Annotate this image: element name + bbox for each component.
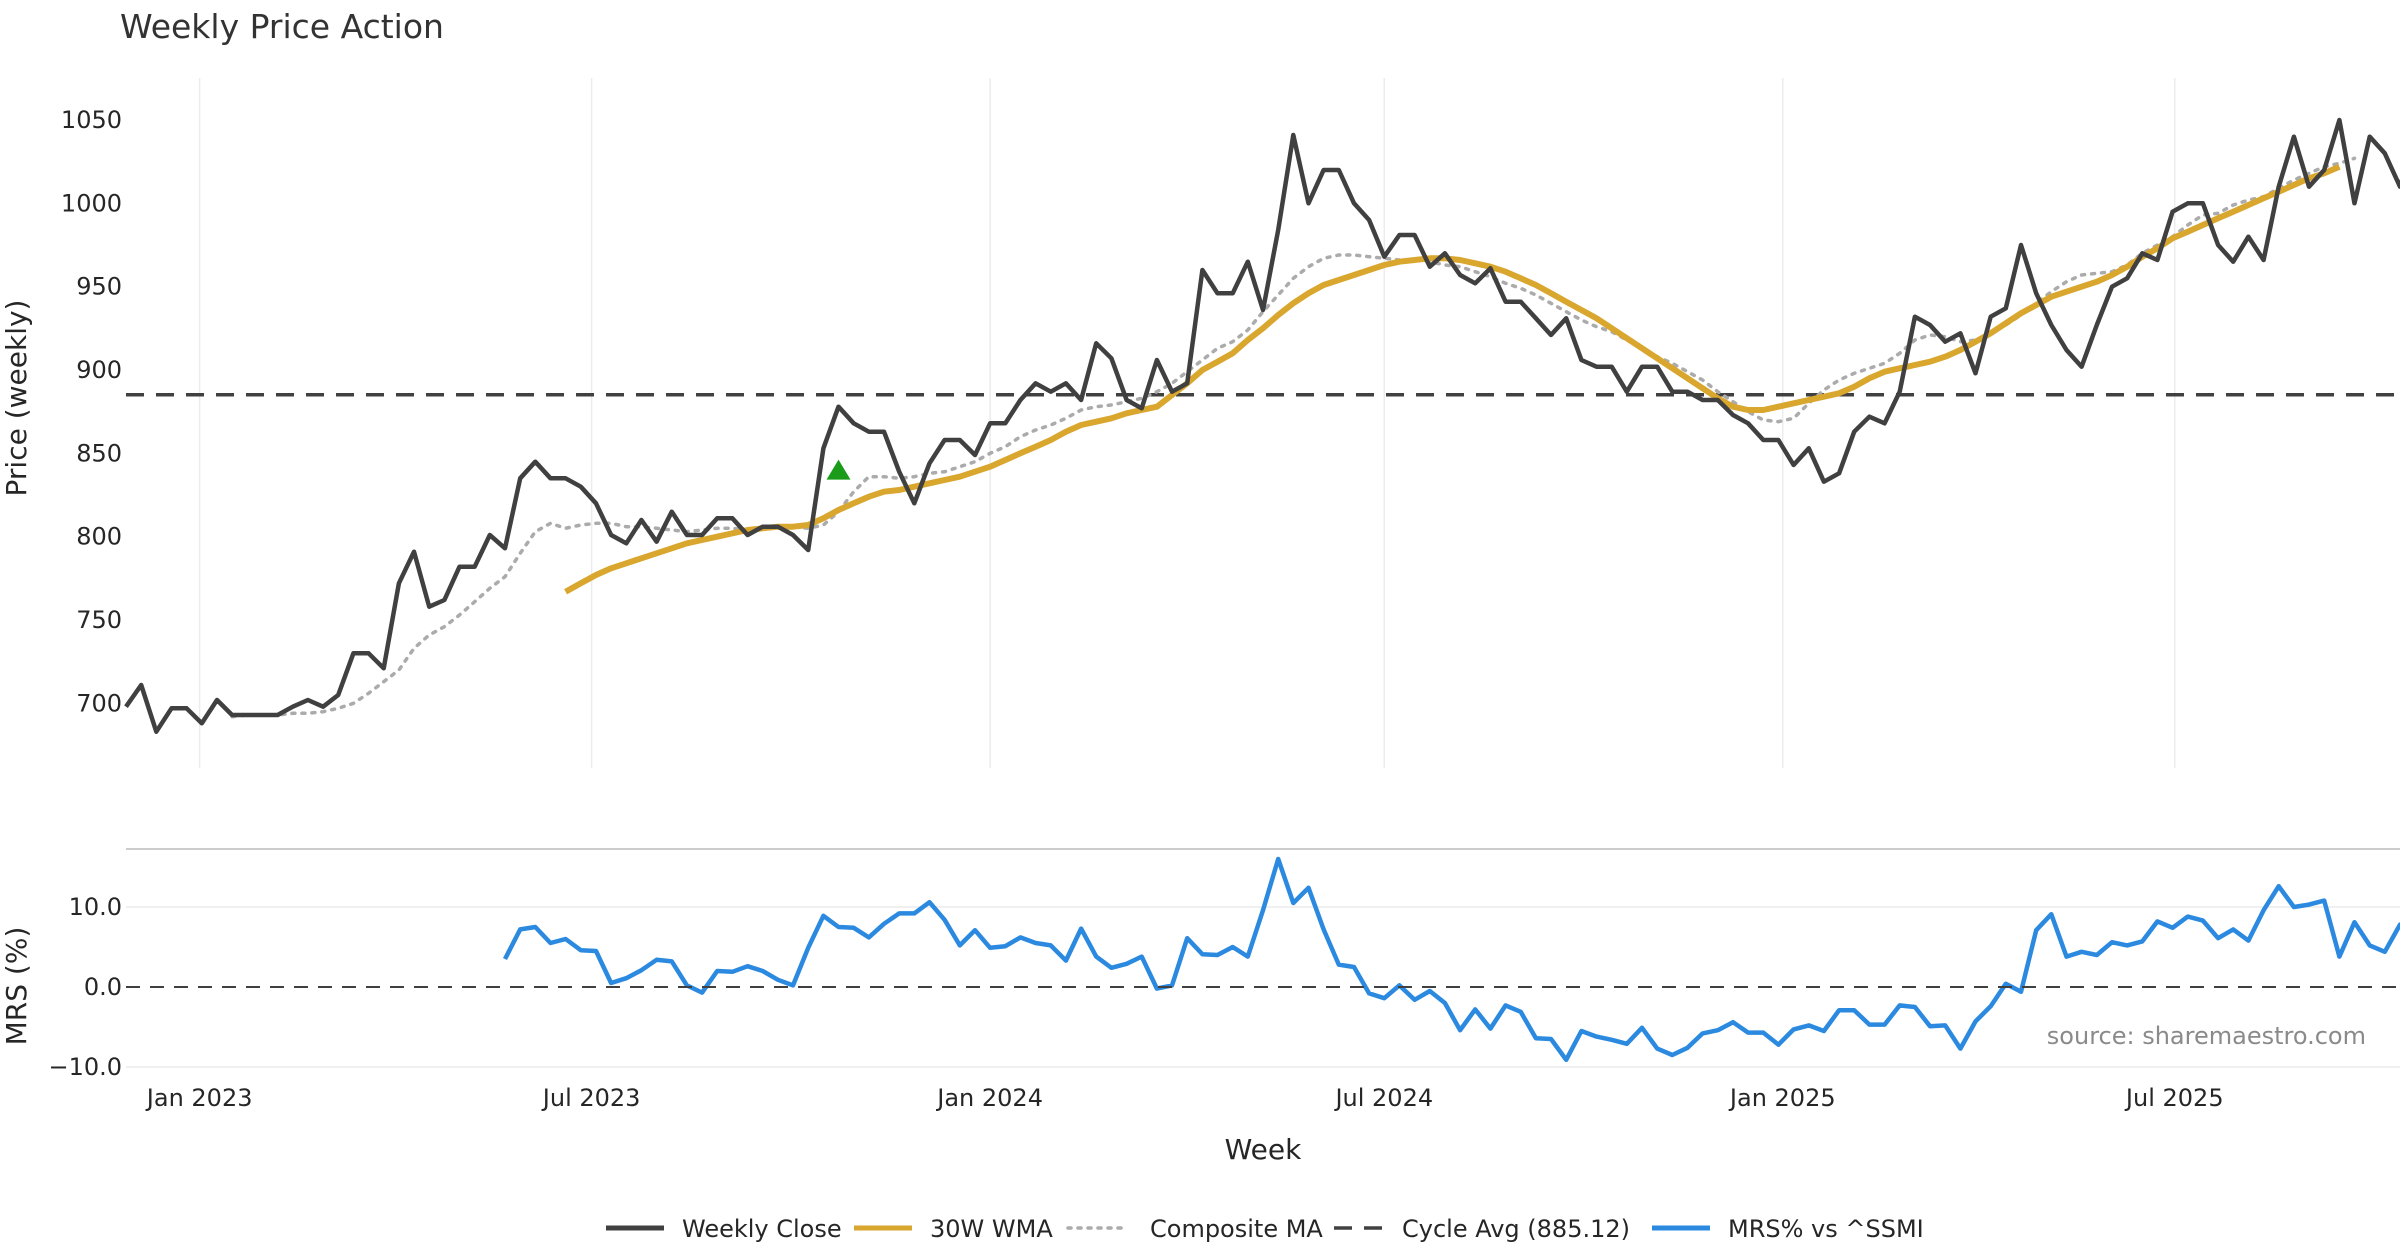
x-tick-label: Jan 2024 <box>935 1084 1043 1112</box>
mrs-panel: −10.0 0.0 10.0 Jan 2023 Jul 2023 Jan 2024 Jul… <box>48 856 2400 1112</box>
mrs-y-tick-label: 0.0 <box>84 973 122 1001</box>
price-y-tick-label: 750 <box>76 606 122 634</box>
price-y-axis-label: Price (weekly) <box>0 300 33 497</box>
x-tick-label: Jan 2023 <box>145 1084 253 1112</box>
x-tick-label: Jul 2023 <box>541 1084 641 1112</box>
price-y-tick-label: 800 <box>76 523 122 551</box>
chart-title: Weekly Price Action <box>120 7 444 46</box>
legend-mrs: MRS% vs ^SSMI <box>1652 1215 1924 1243</box>
x-tick-label: Jul 2024 <box>1333 1084 1433 1112</box>
source-annotation: source: sharemaestro.com <box>2047 1022 2366 1050</box>
price-y-tick-label: 950 <box>76 273 122 301</box>
x-tick-label: Jul 2025 <box>2124 1084 2224 1112</box>
legend-label: 30W WMA <box>930 1215 1053 1243</box>
composite-ma-line <box>230 156 2357 719</box>
signal-marker-triangle <box>826 459 851 480</box>
chart-legend: Weekly Close 30W WMA Composite MA Cycle Avg… <box>606 1215 1924 1243</box>
legend-label: Composite MA <box>1150 1215 1323 1243</box>
weekly-close-line <box>124 117 2400 734</box>
price-y-tick-label: 1050 <box>61 106 122 134</box>
legend-label: MRS% vs ^SSMI <box>1728 1215 1924 1243</box>
wma-30w-line <box>564 163 2341 595</box>
price-y-ticks: 700 750 800 850 900 950 1000 1050 <box>61 106 122 717</box>
legend-label: Weekly Close <box>682 1215 842 1243</box>
price-y-tick-label: 1000 <box>61 189 122 217</box>
mrs-y-axis-label: MRS (%) <box>0 927 33 1046</box>
legend-30w-wma: 30W WMA <box>854 1215 1053 1243</box>
price-y-tick-label: 850 <box>76 439 122 467</box>
price-panel: 700 750 800 850 900 950 1000 1050 <box>61 78 2400 768</box>
mrs-line <box>502 856 2400 1063</box>
price-series <box>124 117 2400 734</box>
legend-composite-ma: Composite MA <box>1066 1215 1323 1243</box>
x-tick-label: Jan 2025 <box>1728 1084 1836 1112</box>
x-axis-ticks: Jan 2023 Jul 2023 Jan 2024 Jul 2024 Jan 2025… <box>145 1084 2224 1112</box>
mrs-y-tick-label: 10.0 <box>69 893 122 921</box>
price-y-tick-label: 700 <box>76 689 122 717</box>
mrs-y-ticks: −10.0 0.0 10.0 <box>48 893 122 1081</box>
mrs-series <box>126 856 2400 1063</box>
legend-label: Cycle Avg (885.12) <box>1402 1215 1630 1243</box>
legend-weekly-close: Weekly Close <box>606 1215 842 1243</box>
price-y-tick-label: 900 <box>76 356 122 384</box>
legend-cycle-avg: Cycle Avg (885.12) <box>1334 1215 1630 1243</box>
x-axis-label: Week <box>1225 1133 1302 1166</box>
mrs-y-tick-label: −10.0 <box>48 1053 122 1081</box>
